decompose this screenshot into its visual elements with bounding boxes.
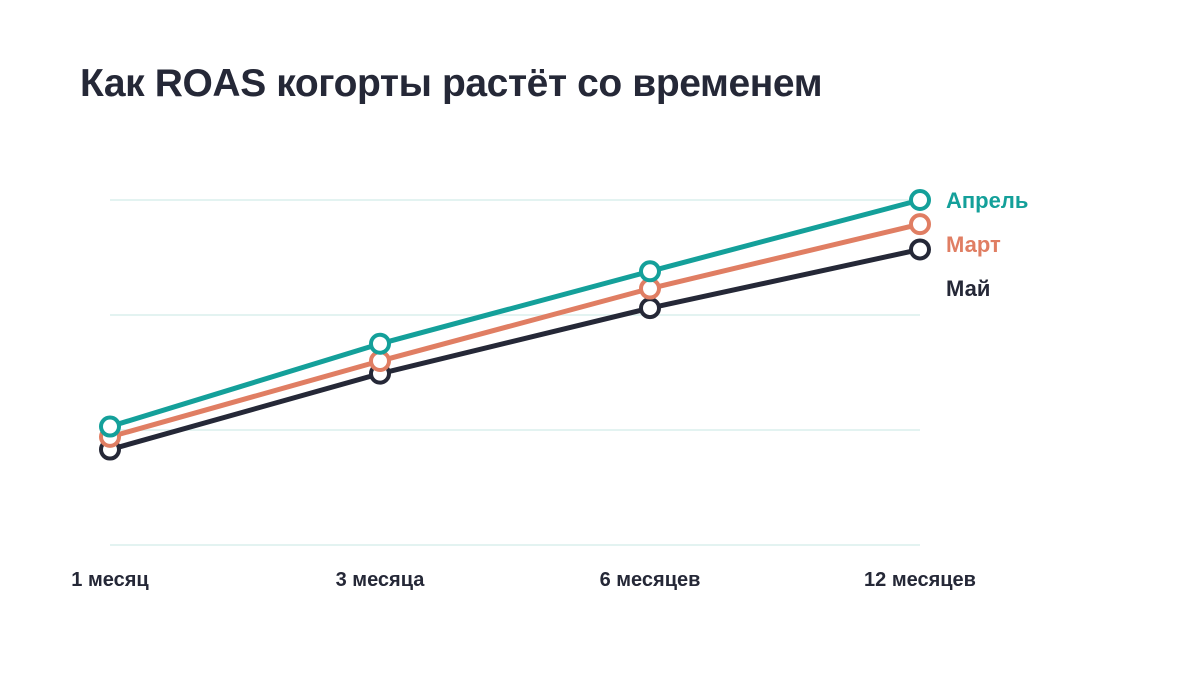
data-point [369,332,391,355]
series-line [107,246,923,453]
x-tick-label: 1 месяц [71,569,149,591]
series-line [107,197,923,430]
data-point [99,415,121,438]
series-label: Апрель [946,188,1028,213]
data-point [639,297,661,320]
series-label: Март [946,232,1001,257]
x-tick-label: 12 месяцев [864,569,976,591]
data-point [909,189,931,211]
chart-title: Как ROAS когорты растёт со временем [80,62,823,105]
data-point [909,213,931,236]
data-point [909,238,931,261]
x-tick-label: 3 месяца [336,569,426,591]
data-point [639,260,661,283]
x-tick-label: 6 месяцев [600,569,701,591]
series-line [107,221,923,440]
series-label: Май [946,276,990,301]
